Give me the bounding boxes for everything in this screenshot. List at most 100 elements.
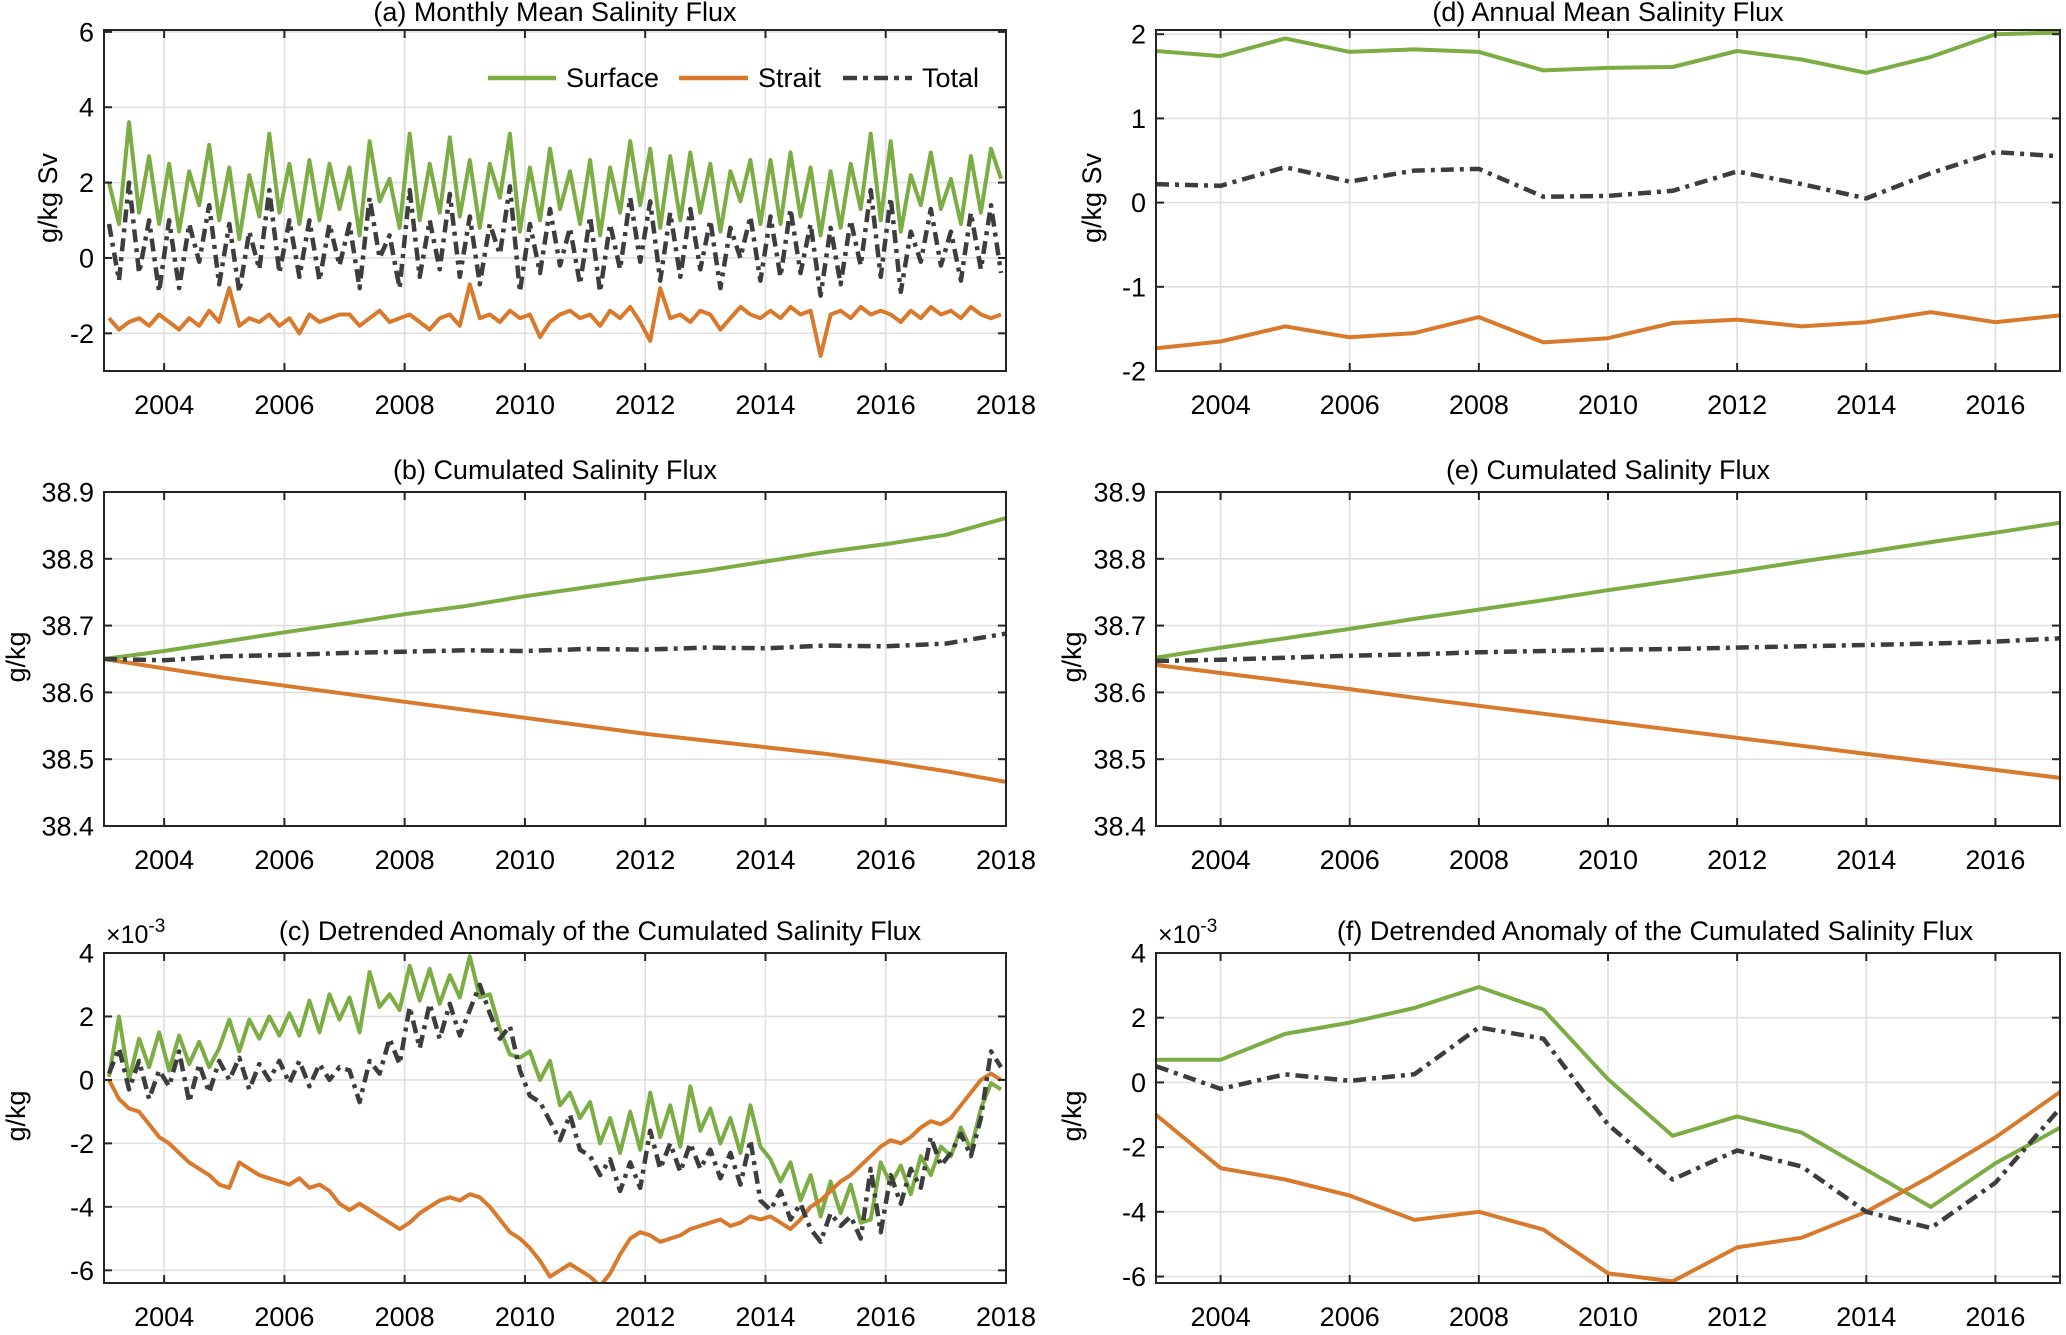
panel-e-xtick-label: 2004 [1191, 845, 1251, 875]
panel-f-title: (f) Detrended Anomaly of the Cumulated S… [1336, 916, 1974, 946]
panel-e-xtick-label: 2006 [1320, 845, 1380, 875]
panel-c-xtick-label: 2010 [495, 1302, 555, 1332]
panel-a-xtick-label: 2008 [375, 390, 435, 420]
panel-b-xtick-label: 2008 [375, 845, 435, 875]
panel-d-ylabel: g/kg Sv [1077, 152, 1107, 244]
panel-a-title: (a) Monthly Mean Salinity Flux [373, 0, 737, 27]
panel-a-ylabel: g/kg Sv [33, 152, 63, 244]
panel-c-xtick-label: 2004 [134, 1302, 194, 1332]
panel-c-ytick-label: 4 [79, 938, 94, 968]
panel-d-ytick-label: -1 [1122, 272, 1146, 302]
panel-b-ytick-label: 38.7 [41, 611, 94, 641]
panel-b-series-total-line [104, 631, 1006, 663]
panel-a-xtick-label: 2010 [495, 390, 555, 420]
panel-d-xtick-label: 2010 [1578, 390, 1638, 420]
panel-b-ytick-label: 38.8 [41, 544, 94, 574]
panel-c-ytick-label: -2 [70, 1129, 94, 1159]
panel-a-series-total-line [106, 180, 1004, 298]
panel-d-series [1156, 30, 2060, 351]
figure-legend: Surface Strait Total [488, 63, 979, 93]
panel-f-ytick-label: -4 [1122, 1197, 1146, 1227]
panel-e-series-surface-line [1156, 520, 2060, 660]
legend-label-total: Total [922, 63, 979, 93]
panel-e-xtick-label: 2012 [1707, 845, 1767, 875]
panel-e-ytick-label: 38.6 [1093, 678, 1146, 708]
panel-e-ytick-label: 38.9 [1093, 477, 1146, 507]
panel-b-series [104, 516, 1006, 784]
panel-f-ylabel: g/kg [1057, 1090, 1087, 1142]
panel-d-series-total-line [1156, 149, 2060, 201]
panel-c-xtick-label: 2012 [615, 1302, 675, 1332]
panel-e-ytick-label: 38.5 [1093, 745, 1146, 775]
panel-c-title: (c) Detrended Anomaly of the Cumulated S… [278, 916, 922, 946]
panel-b-xtick-label: 2004 [134, 845, 194, 875]
panel-a-tick-labels: 2004 2006 2008 2010 2012 2014 2016 2018 -2 0 2 4 6 [70, 17, 1036, 420]
panel-f-tick-labels: 2004 2006 2008 2010 2012 2014 2016 -6 -4 -2 0 2 4 [1122, 938, 2025, 1332]
panel-f-axes [1155, 952, 2061, 1284]
panel-a-series [106, 120, 1004, 358]
panel-b-series-strait-line [104, 657, 1006, 784]
panel-c-tick-labels: 2004 2006 2008 2010 2012 2014 2016 2018 -6 -4 -2 0 2… [70, 938, 1036, 1332]
panel-b-ytick-label: 38.4 [41, 811, 94, 841]
panel-c-xtick-label: 2016 [856, 1302, 916, 1332]
panel-b: 2004 2006 2008 2010 2012 2014 2016 2018 38.4 38.5… [41, 477, 1036, 875]
panel-f-series-surface-line [1156, 985, 2060, 1209]
panel-d-ytick-label: 1 [1131, 104, 1146, 134]
panel-b-xtick-label: 2006 [254, 845, 314, 875]
panel-b-tick-labels: 2004 2006 2008 2010 2012 2014 2016 2018 38.4 38.5… [41, 477, 1036, 875]
panel-c-series-surface-line [107, 954, 1003, 1225]
panel-d-ytick-label: 2 [1131, 20, 1146, 50]
panel-e-ytick-label: 38.7 [1093, 611, 1146, 641]
panel-f-xtick-label: 2008 [1449, 1302, 1509, 1332]
panel-f-ytick-label: -6 [1122, 1262, 1146, 1292]
panel-e-tick-labels: 2004 2006 2008 2010 2012 2014 2016 38.4 38.5 38.6… [1093, 477, 2025, 875]
panel-f-ytick-label: 0 [1131, 1068, 1146, 1098]
panel-f-xtick-label: 2014 [1836, 1302, 1896, 1332]
panel-e-series-total-line [1156, 636, 2060, 664]
panel-c-y-exponent-label: ×10-3 [106, 916, 165, 949]
panel-b-ylabel: g/kg [1, 631, 31, 683]
panel-c-series [106, 954, 1003, 1283]
panel-b-ytick-label: 38.6 [41, 678, 94, 708]
panel-d-xtick-label: 2012 [1707, 390, 1767, 420]
panel-d-series-strait-line [1156, 310, 2060, 351]
panel-b-xtick-label: 2014 [735, 845, 795, 875]
panel-a: 2004 2006 2008 2010 2012 2014 2016 2018 -2 0 2 4 6 Su… [70, 17, 1036, 420]
panel-b-axes [103, 491, 1007, 827]
panel-b-series-surface-line [104, 516, 1006, 661]
panel-c-xtick-label: 2006 [254, 1302, 314, 1332]
panel-a-axes [103, 29, 1007, 372]
panel-f: 2004 2006 2008 2010 2012 2014 2016 -6 -4 -2 0 2 4 ×10… [1122, 916, 2061, 1332]
panel-c-ytick-label: 2 [79, 1002, 94, 1032]
panel-a-xtick-label: 2016 [856, 390, 916, 420]
panel-a-xtick-label: 2006 [254, 390, 314, 420]
panel-c-ylabel: g/kg [1, 1090, 31, 1142]
panel-c-grid [104, 952, 1007, 1283]
panel-a-ytick-label: -2 [70, 319, 94, 349]
panel-e-ylabel: g/kg [1057, 631, 1087, 683]
panel-d: 2004 2006 2008 2010 2012 2014 2016 -2 -1 0 1 2 [1122, 20, 2061, 420]
panel-e-xtick-label: 2014 [1836, 845, 1896, 875]
panel-e: 2004 2006 2008 2010 2012 2014 2016 38.4 38.5 38.6… [1093, 477, 2061, 875]
panel-d-xtick-label: 2006 [1320, 390, 1380, 420]
panel-e-xtick-label: 2010 [1578, 845, 1638, 875]
panel-a-xtick-label: 2014 [735, 390, 795, 420]
panel-d-series-surface-line [1156, 30, 2060, 75]
panel-a-series-surface-line [107, 120, 1003, 242]
panel-c-axes [103, 952, 1007, 1284]
panel-b-ytick-label: 38.9 [41, 477, 94, 507]
panel-f-xtick-label: 2016 [1965, 1302, 2025, 1332]
panel-c-xtick-label: 2014 [735, 1302, 795, 1332]
panel-b-xtick-label: 2012 [615, 845, 675, 875]
panel-d-title: (d) Annual Mean Salinity Flux [1432, 0, 1784, 27]
panel-e-xtick-label: 2016 [1965, 845, 2025, 875]
panel-b-ytick-label: 38.5 [41, 745, 94, 775]
panel-e-series-strait-line [1156, 663, 2060, 780]
panel-c: 2004 2006 2008 2010 2012 2014 2016 2018 -6 -4 -2 0 2… [70, 916, 1036, 1332]
panel-f-ytick-label: -2 [1122, 1133, 1146, 1163]
panel-a-ytick-label: 6 [79, 17, 94, 47]
panel-f-series-total-line [1156, 1025, 2060, 1231]
panel-b-grid [104, 491, 1007, 827]
panel-f-grid [1156, 952, 2060, 1283]
